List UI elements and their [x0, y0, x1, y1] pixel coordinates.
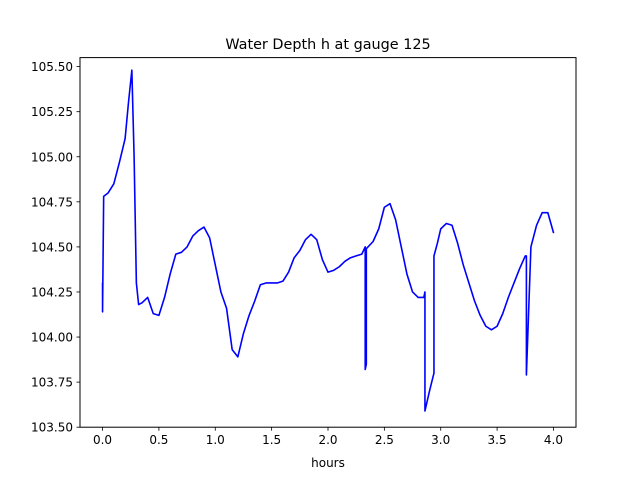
x-tick-label: 3.0	[431, 433, 450, 447]
x-tick-label: 1.5	[262, 433, 281, 447]
y-tick-label: 103.75	[31, 376, 73, 390]
x-axis: 0.0 0.5 1.0 1.5 2.0 2.5 3.0 3.5 4.0	[93, 427, 563, 447]
y-tick-label: 104.25	[31, 285, 73, 299]
x-tick-label: 1.0	[206, 433, 225, 447]
x-tick-label: 2.0	[318, 433, 337, 447]
x-tick-label: 4.0	[544, 433, 563, 447]
y-tick-label: 104.00	[31, 331, 73, 345]
x-tick-label: 0.0	[93, 433, 112, 447]
y-tick-label: 103.50	[31, 421, 73, 435]
y-tick-label: 104.50	[31, 240, 73, 254]
y-tick-label: 105.00	[31, 150, 73, 164]
axes-frame	[79, 57, 577, 428]
x-tick-label: 0.5	[149, 433, 168, 447]
x-tick-label: 2.5	[375, 433, 394, 447]
chart-title: Water Depth h at gauge 125	[225, 37, 430, 53]
series-line-0	[101, 69, 555, 412]
y-tick-label: 105.50	[31, 60, 73, 74]
y-axis: 103.50 103.75 104.00 104.25 104.50 104.75 105.…	[31, 60, 80, 435]
x-tick-label: 3.5	[488, 433, 507, 447]
plot-area	[101, 69, 555, 412]
y-tick-label: 105.25	[31, 105, 73, 119]
x-axis-label: hours	[311, 456, 345, 470]
y-tick-label: 104.75	[31, 195, 73, 209]
